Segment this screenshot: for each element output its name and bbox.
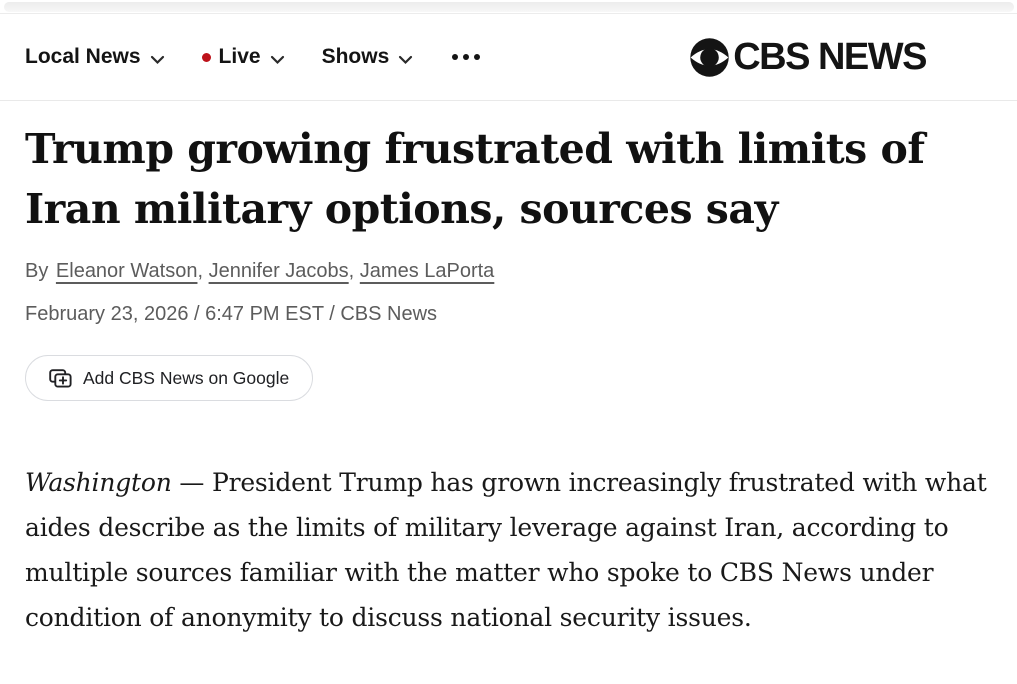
author-link[interactable]: James LaPorta <box>359 260 495 282</box>
article-headline: Trump growing frustrated with limits of … <box>25 125 925 233</box>
nav-item-label: Live <box>218 45 261 68</box>
chevron-down-icon <box>270 47 285 71</box>
article-location: Washington <box>25 468 172 497</box>
nav-item-label: Shows <box>321 45 390 68</box>
dot <box>452 54 459 60</box>
cbs-eye-icon <box>689 37 730 78</box>
horizontal-scrollbar[interactable] <box>4 2 1014 12</box>
byline-prefix: By <box>25 260 49 282</box>
byline-separator: , <box>348 260 360 282</box>
more-menu-icon[interactable] <box>450 48 482 66</box>
nav-item-shows[interactable]: Shows <box>322 44 414 71</box>
site-header: Local News Live Shows CBS NEWS <box>0 14 1017 101</box>
author-link[interactable]: Eleanor Watson <box>55 260 198 282</box>
add-to-google-icon <box>49 368 72 388</box>
article-body-text: — President Trump has grown increasingly… <box>25 468 987 632</box>
article-body: Washington — President Trump has grown i… <box>25 460 992 640</box>
button-label: Add CBS News on Google <box>83 367 290 388</box>
nav-item-local-news[interactable]: Local News <box>25 44 165 71</box>
article-main: Trump growing frustrated with limits of … <box>0 102 1017 640</box>
dot <box>474 54 481 60</box>
chevron-down-icon <box>150 47 165 71</box>
top-divider <box>0 13 1017 14</box>
byline: By Eleanor Watson, Jennifer Jacobs, Jame… <box>25 260 992 283</box>
author-link[interactable]: Jennifer Jacobs <box>208 260 349 282</box>
nav-item-live[interactable]: Live <box>201 44 285 71</box>
byline-separator: , <box>197 260 209 282</box>
dot <box>463 54 470 60</box>
chevron-down-icon <box>398 47 413 71</box>
add-cbs-news-on-google-button[interactable]: Add CBS News on Google <box>25 355 314 401</box>
live-dot-icon <box>201 52 211 62</box>
cbs-news-logo[interactable]: CBS NEWS <box>689 35 927 79</box>
nav-item-label: Local News <box>25 45 141 68</box>
brand-name: CBS NEWS <box>733 35 927 78</box>
article-dateline: February 23, 2026 / 6:47 PM EST / CBS Ne… <box>25 303 438 325</box>
